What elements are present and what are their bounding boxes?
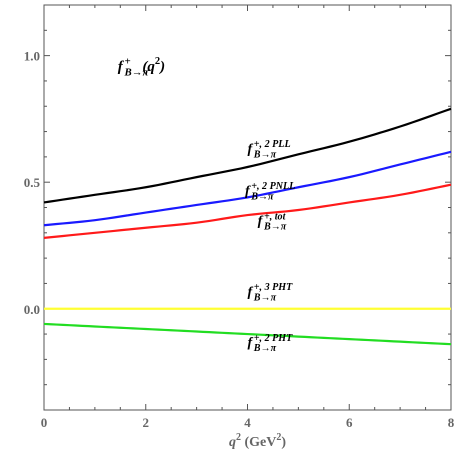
annotation-symbol: f bbox=[258, 214, 264, 229]
y-tick-label: 1.0 bbox=[24, 49, 40, 64]
y-tick-label: 0.0 bbox=[24, 302, 40, 317]
annotation-main: f +B→π(q2) bbox=[118, 56, 165, 79]
annotation-subscript: B→π bbox=[124, 67, 150, 79]
annotation-subscript: B→π bbox=[253, 150, 277, 161]
annotation-superscript: +, tot bbox=[264, 211, 287, 222]
annotation-subscript: B→π bbox=[263, 222, 287, 233]
annotation-subscript: B→π bbox=[253, 293, 277, 304]
annotation-superscript: +, 2 PLL bbox=[254, 139, 291, 150]
annotation-symbol: f bbox=[248, 336, 254, 351]
x-tick-label: 6 bbox=[346, 415, 353, 430]
annotation-argument: (q2) bbox=[142, 56, 165, 75]
annotation-superscript: +, 3 PHT bbox=[254, 282, 293, 293]
series-line-2pht bbox=[43, 322, 452, 346]
y-tick-label: 0.5 bbox=[24, 175, 41, 190]
annotation-symbol: f bbox=[245, 184, 251, 199]
annotation-superscript: + bbox=[125, 56, 131, 68]
series-line-tot bbox=[43, 183, 452, 239]
series-line-2pnll bbox=[43, 150, 452, 227]
annotation-subscript: B→π bbox=[253, 343, 277, 354]
annotation-symbol: f bbox=[118, 59, 125, 75]
annotation-symbol: f bbox=[248, 285, 254, 300]
annotation-symbol: f bbox=[248, 142, 254, 157]
x-tick-label: 2 bbox=[143, 415, 150, 430]
series-line-2pll bbox=[43, 107, 452, 204]
annotation-superscript: +, 2 PNLL bbox=[251, 181, 295, 192]
annotation-superscript: +, 2 PHT bbox=[254, 333, 293, 344]
x-axis-title: q2 (GeV2) bbox=[229, 432, 286, 450]
x-tick-label: 0 bbox=[41, 415, 48, 430]
series-lines bbox=[43, 107, 452, 346]
annotation-subscript: B→π bbox=[250, 191, 274, 202]
x-tick-label: 4 bbox=[244, 415, 251, 430]
ticks: 0 2 4 6 8 0.0 0.5 1.0 bbox=[24, 4, 455, 430]
x-tick-label: 8 bbox=[448, 415, 455, 430]
